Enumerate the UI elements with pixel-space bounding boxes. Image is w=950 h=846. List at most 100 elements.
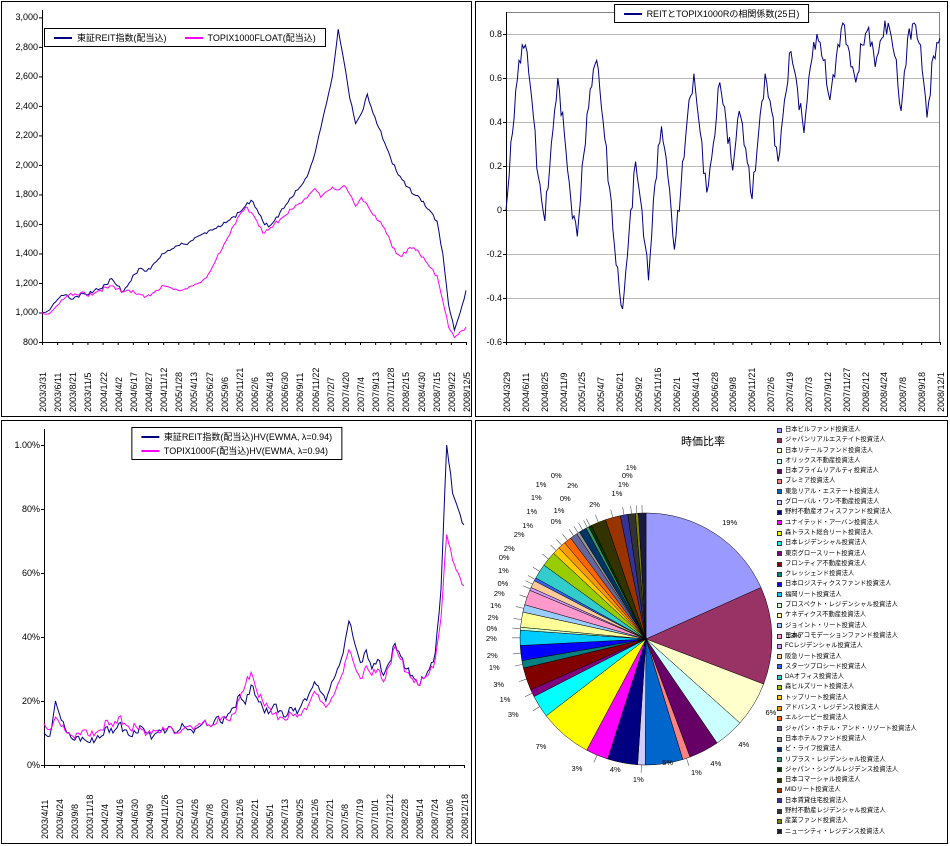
y-tick-label: 0.4 [489,117,502,127]
leader-line [515,606,524,609]
pie-legend-label: プロスペクト・レジデンシャル投資法人 [785,601,898,609]
correlation-legend-item: REITとTOPIX1000Rの相関係数(25日) [623,7,799,20]
pie-slice-label: 19% [722,517,738,527]
color-swatch-icon [777,757,782,763]
color-swatch-icon [777,695,782,701]
pie-legend-label: オリックス不動産投資法人 [785,456,861,464]
pie-legend-label: クレッシェンド投資法人 [785,570,855,578]
panel-volatility-chart: 東証REIT指数(配当込)HV(EWMA, λ=0.94) TOPIX1000F(… [1,420,472,844]
pie-legend-item: ケネディクス不動産投資法人 [777,610,947,620]
leader-line [512,652,521,655]
pie-legend-item: ユナイテッド・アーバン投資法人 [777,518,947,528]
pie-legend-item: 産業ファンド投資法人 [777,816,947,826]
y-tick-label: -0.2 [486,249,502,259]
pie-legend-label: グローバル・ワン不動産投資法人 [785,498,880,506]
pie-legend-label: 産業ファンド投資法人 [785,817,848,825]
pie-legend-label: DAオフィス投資法人 [785,673,844,681]
color-swatch-icon [777,664,782,670]
pie-legend-label: ビ・ライフ投資法人 [785,745,842,753]
pie-slice-label: 1% [522,520,534,530]
pie-legend-label: ユナイテッド・アーバン投資法人 [785,518,880,526]
y-tick-label: -0.6 [486,337,502,347]
color-swatch-icon [777,448,782,454]
line-swatch-icon [140,449,159,452]
y-tick-label: 800 [22,337,38,347]
pie-legend-item: ジョイント・リート投資法人 [777,621,947,631]
pie-legend-item: グローバル・ワン不動産投資法人 [777,497,947,507]
leader-line [573,525,579,534]
pie-legend-label: FCレジデンシャル投資法人 [785,642,863,650]
legend-item: TOPIX1000F(配当込)HV(EWMA, λ=0.94) [140,444,328,457]
pie-legend-item: ニューシティ・レジデンス投資法人 [777,827,947,837]
line-swatch-icon [140,435,159,438]
legend-label: 東証REIT指数(配当込)HV(EWMA, λ=0.94) [163,432,333,442]
pie-legend-item: オリックス不動産投資法人 [777,456,947,466]
color-swatch-icon [777,643,782,649]
pie-legend-item: 日本ロジスティクスファンド投資法人 [777,579,947,589]
pie-legend-item: ビ・ライフ投資法人 [777,744,947,754]
leader-line [593,754,598,763]
pie-slice-label: 0% [559,493,571,503]
y-tick-label: 0.2 [489,161,502,171]
leader-line [513,618,522,620]
leader-line [550,544,557,551]
color-swatch-icon [777,520,782,526]
legend-label: TOPIX1000F(配当込)HV(EWMA, λ=0.94) [163,446,328,456]
y-tick-label: 60% [21,568,40,578]
pie-legend-label: 日本ロジスティクスファンド投資法人 [785,580,892,588]
pie-slice-label: 2% [493,588,505,598]
pie-slice-label: 1% [617,479,629,489]
pie-slice [645,587,773,685]
pie-chart-title: 時価比率 [681,436,725,448]
leader-line [610,509,614,518]
pie-legend-item: DAオフィス投資法人 [777,672,947,682]
pie-legend-item: アドバンス・レジデンス投資法人 [777,703,947,713]
color-swatch-icon [777,489,782,495]
color-swatch-icon [777,592,782,598]
y-tick-label: 2,800 [15,41,38,52]
y-tick-label: 20% [21,696,40,706]
leader-line [595,514,599,523]
pie-legend-label: ニューシティ・レジデンス投資法人 [785,827,886,835]
color-swatch-icon [777,540,782,546]
y-tick-label: 2,000 [15,159,38,170]
pie-legend-label: エルシーピー投資法人 [785,714,848,722]
pie-legend-item: 森ヒルズリート投資法人 [777,682,947,692]
color-swatch-icon [777,829,782,835]
series-line [43,534,465,740]
pie-slice-label: 0% [550,471,562,481]
leader-line [562,533,568,541]
pie-legend-item: 東急リアル・エステート投資法人 [777,487,947,497]
y-tick-label: 1,800 [15,189,38,200]
pie-slice-label: 1% [553,505,565,515]
pie-legend-label: アドバンス・レジデンス投資法人 [785,704,880,712]
pie-slice-label: 2% [513,530,525,540]
pie-legend-item: 日本コマーシャル投資法人 [777,775,947,785]
pie-legend-item: スターツプロシード投資法人 [777,662,947,672]
y-tick-label: 2,200 [15,130,38,141]
leader-line [622,507,625,515]
leader-line [525,580,533,585]
pie-legend-label: 日本アコモデーションファンド投資法人 [785,631,899,639]
pie-legend-item: FCレジデンシャル投資法人 [777,641,947,651]
pie-legend-label: 日本レジデンシャル投資法人 [785,539,867,547]
pie-legend-label: ジャパンリアルエステイト投資法人 [785,436,886,444]
panel-correlation-chart: REITとTOPIX1000Rの相関係数(25日) 0.8 0.6 0.4 0.2 0 -… [475,1,948,417]
pie-legend-item: ジャパン・シングルレジデンス投資法人 [777,765,947,775]
color-swatch-icon [777,788,782,794]
pie-slice-label: 1% [497,565,509,575]
pie-legend-item: 日本レジデンシャル投資法人 [777,538,947,548]
leader-line [527,575,536,580]
color-swatch-icon [777,726,782,732]
pie-slice-label: 4% [738,740,750,750]
leader-line [630,505,632,514]
pie-legend-label: 森トラスト総合リート投資法人 [785,528,874,536]
leader-line [512,627,521,630]
pie-legend-label: 日本ホテルファンド投資法人 [785,734,867,742]
pie-legend-item: プロスペクト・レジデンシャル投資法人 [777,600,947,610]
color-swatch-icon [777,561,782,567]
pie-legend-item: エルシーピー投資法人 [777,713,947,723]
pie-legend-label: 日本リテールファンド投資法人 [785,446,874,454]
pie-legend-item: 日本プライムリアルティ投資法人 [777,466,947,476]
market_value_ratio-canvas [512,505,773,773]
